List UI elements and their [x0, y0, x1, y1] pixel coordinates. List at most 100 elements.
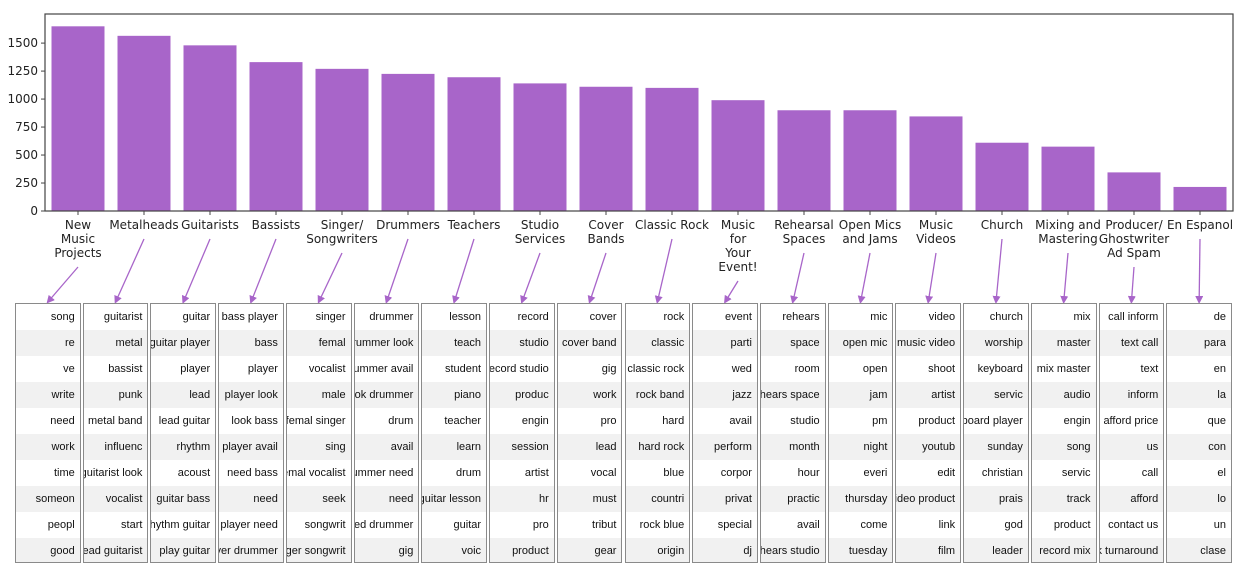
keyword-cell: privat	[693, 486, 757, 512]
keyword-cell: song	[50, 311, 75, 323]
keyword-cell: guitar bass	[151, 486, 216, 512]
keyword-cell: player look	[219, 382, 283, 408]
keyword-table: mic open mic open jam pm night everi thursday co…	[827, 303, 894, 563]
y-tick-label: 0	[30, 204, 38, 218]
bar	[579, 86, 633, 211]
keyword-cell: metal	[83, 330, 148, 356]
keyword-cell: work	[16, 434, 80, 460]
keyword-cell: engin	[521, 415, 549, 427]
keyword-cell: hard rock	[625, 434, 690, 460]
keyword-cell: worship	[964, 330, 1028, 356]
y-tick-label: 500	[15, 148, 38, 162]
x-tick-label: Producer/Ghostwriter Ad Spam	[1099, 218, 1169, 260]
keyword-cell: someon	[16, 486, 80, 512]
arrow-connector	[992, 238, 1003, 303]
keyword-cell: engin	[1063, 415, 1091, 427]
keyword-cell: songwrit	[304, 519, 346, 531]
keyword-cell: lead	[151, 382, 216, 408]
bar	[777, 110, 831, 211]
y-tick-label: 1000	[7, 92, 38, 106]
keyword-cell: pm	[872, 415, 888, 427]
arrow-connector	[249, 238, 277, 303]
keyword-cell: player	[247, 363, 278, 375]
keyword-cell: link	[938, 519, 956, 531]
keyword-cell: player avail	[219, 434, 283, 460]
keyword-cell: look bass	[231, 415, 278, 427]
keyword-cell: player drummer	[219, 538, 283, 562]
x-tick-label: Classic Rock	[635, 218, 709, 232]
keyword-cell: femal	[286, 330, 351, 356]
keyword-table: cover cover band gig work pro lead vocal must tr…	[556, 303, 623, 563]
keyword-cell: singer songwrit	[287, 538, 351, 562]
keyword-cell: learn	[422, 434, 487, 460]
keyword-table: drummer drummer look drummer avail look dru…	[353, 303, 420, 563]
keyword-table: video music video shoot artist product youtub…	[895, 303, 962, 563]
bar	[51, 26, 105, 211]
x-tick-label: Guitarists	[181, 218, 239, 232]
keyword-cell: practic	[760, 486, 825, 512]
keyword-cell: track	[1031, 486, 1096, 512]
keyword-cell: hr	[490, 486, 554, 512]
keyword-cell: session	[490, 434, 554, 460]
bar	[975, 142, 1029, 211]
keyword-table: lesson teach student piano teacher learn drum g…	[421, 303, 488, 563]
keyword-table: guitar guitar player player lead lead guitar…	[150, 303, 217, 563]
keyword-cell: look drummer	[355, 382, 419, 408]
bar	[513, 83, 567, 211]
keyword-cell: month	[760, 434, 825, 460]
arrow-connector	[46, 266, 79, 303]
keyword-cell: us	[1099, 434, 1164, 460]
bar	[1173, 186, 1227, 211]
bar	[645, 87, 699, 211]
keyword-cell: artist	[896, 382, 961, 408]
bar	[447, 77, 501, 211]
keyword-cell: call inform	[1108, 311, 1159, 323]
arrow-connector	[925, 252, 937, 303]
keyword-cell: play guitar	[151, 538, 216, 562]
keyword-cell: studio	[490, 330, 554, 356]
keyword-table: church worship keyboard servic keyboard play…	[963, 303, 1029, 563]
keyword-cell: drum	[455, 467, 482, 479]
keyword-cell: must	[557, 486, 622, 512]
keyword-cell: studio	[790, 415, 820, 427]
keyword-cell: dj	[693, 538, 757, 562]
keyword-cell: guitarist look	[82, 467, 143, 479]
keyword-table: de para en la que con el lo un clase	[1166, 303, 1232, 563]
keyword-cell: para	[1167, 330, 1231, 356]
keyword-cell: gig	[354, 538, 419, 562]
keyword-cell: need	[219, 486, 283, 512]
keyword-cell: good	[16, 538, 80, 562]
keyword-cell: product	[490, 538, 554, 562]
x-tick-label: Mixing and Mastering	[1035, 218, 1101, 246]
keyword-table: call inform text call text inform afford pri…	[1098, 303, 1165, 563]
keyword-cell: parti	[693, 330, 757, 356]
keyword-cell: product	[1053, 519, 1091, 531]
keyword-cell: edit	[937, 467, 956, 479]
x-tick-label: Rehearsal Spaces	[774, 218, 833, 246]
keyword-cell: avail	[729, 415, 752, 427]
keyword-cell: femal vocalist	[287, 467, 346, 479]
keyword-cell: voic	[422, 538, 487, 562]
keyword-cell: hour	[797, 467, 820, 479]
keyword-cell: open	[862, 363, 888, 375]
x-tick-label: Music Videos	[916, 218, 956, 246]
y-tick-label: 1250	[7, 64, 38, 78]
arrow-connector	[587, 252, 607, 303]
keyword-cell: record mix	[1031, 538, 1096, 562]
keyword-cell: rehears space	[761, 382, 825, 408]
keyword-cell: cover band	[557, 330, 622, 356]
keyword-cell: que	[1207, 415, 1226, 427]
keyword-cell: mix master	[1036, 363, 1091, 375]
keyword-cell: vocal	[590, 467, 617, 479]
keyword-cell: punk	[83, 382, 148, 408]
x-tick-label: Studio Services	[515, 218, 566, 246]
keyword-cell: blue	[663, 467, 685, 479]
keyword-cell: drummer avail	[353, 363, 414, 375]
keyword-cell: acoust	[177, 467, 211, 479]
bar	[909, 116, 963, 211]
keyword-cell: mix	[1073, 311, 1091, 323]
keyword-cell: time	[53, 467, 75, 479]
keyword-cell: room	[794, 363, 820, 375]
keyword-cell: youtub	[896, 434, 961, 460]
keyword-cell: femal singer	[285, 415, 346, 427]
